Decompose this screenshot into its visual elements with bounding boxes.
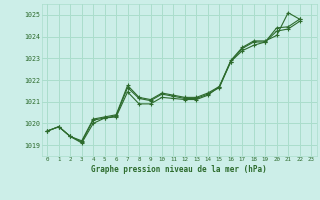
X-axis label: Graphe pression niveau de la mer (hPa): Graphe pression niveau de la mer (hPa) [91, 165, 267, 174]
